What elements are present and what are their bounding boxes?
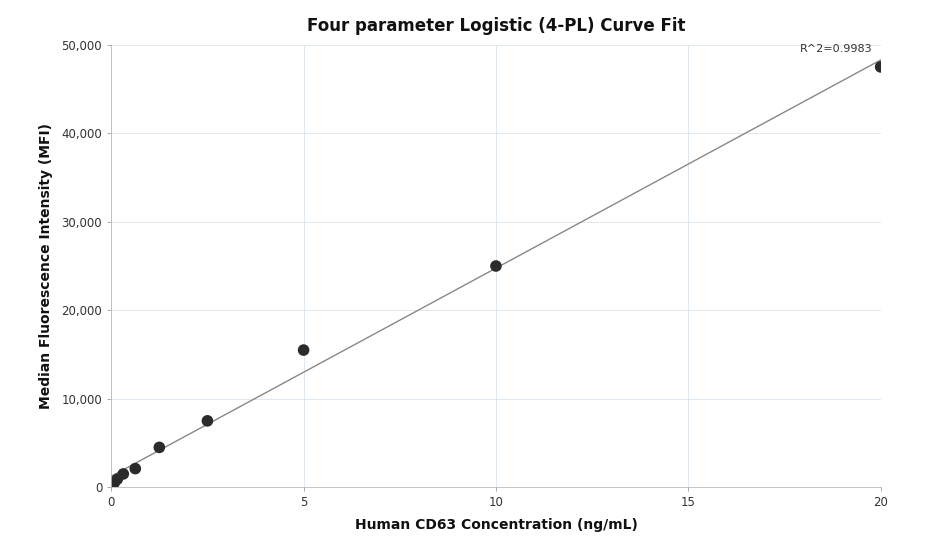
Y-axis label: Median Fluorescence Intensity (MFI): Median Fluorescence Intensity (MFI) <box>39 123 53 409</box>
Title: Four parameter Logistic (4-PL) Curve Fit: Four parameter Logistic (4-PL) Curve Fit <box>307 17 685 35</box>
Point <box>297 346 311 354</box>
X-axis label: Human CD63 Concentration (ng/mL): Human CD63 Concentration (ng/mL) <box>354 517 638 531</box>
Point <box>116 469 131 478</box>
Point <box>489 262 503 270</box>
Point <box>873 62 888 71</box>
Point <box>107 478 121 487</box>
Point <box>128 464 143 473</box>
Text: R^2=0.9983: R^2=0.9983 <box>800 44 873 54</box>
Point <box>109 475 124 484</box>
Point <box>200 417 215 426</box>
Point <box>152 443 167 452</box>
